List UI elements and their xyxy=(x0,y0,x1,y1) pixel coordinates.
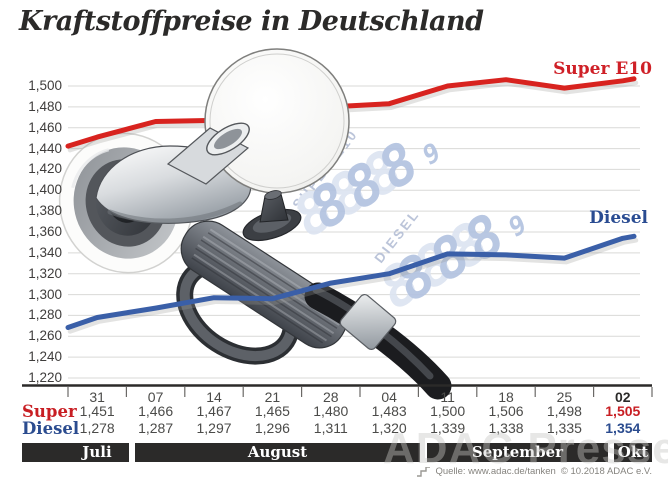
diesel-value-cell: 1,287 xyxy=(138,420,174,436)
date-column-label: 31 xyxy=(89,389,105,405)
super-value-cell: 1,480 xyxy=(313,403,349,419)
date-column-label: 02 xyxy=(615,389,631,405)
super-e10-line-shadow xyxy=(67,80,639,153)
date-column-label: 11 xyxy=(440,389,455,405)
super-e10-line xyxy=(65,76,637,149)
super-value-cell: 1,451 xyxy=(79,403,115,419)
hose-collar xyxy=(339,293,397,351)
super-value-cell: 1,465 xyxy=(254,403,290,419)
y-axis-tick-label: 1,460 xyxy=(28,119,62,135)
date-column-label: 25 xyxy=(556,389,573,405)
source-step-icon xyxy=(417,466,431,477)
y-axis-tick-label: 1,300 xyxy=(28,286,62,302)
date-column-label: 04 xyxy=(381,389,397,405)
super-value-cell: 1,467 xyxy=(196,403,232,419)
diesel-value-cell: 1,297 xyxy=(196,420,232,436)
diesel-value-cell: 1,335 xyxy=(546,420,582,436)
super-value-cell: 1,506 xyxy=(488,403,524,419)
table-row-label-diesel: Diesel xyxy=(22,419,80,438)
y-axis-tick-label: 1,340 xyxy=(28,244,62,260)
diesel-line-shadow xyxy=(67,238,639,334)
nozzle-grip xyxy=(180,220,348,349)
super-value-cell: 1,500 xyxy=(430,403,466,419)
y-axis-tick-label: 1,440 xyxy=(28,140,62,156)
diesel-value-cell: 1,339 xyxy=(430,420,466,436)
y-axis-tick-label: 1,320 xyxy=(28,265,62,281)
y-axis-tick-label: 1,480 xyxy=(28,98,62,114)
watermark-sup-1: 9 xyxy=(419,137,444,173)
y-axis-tick-label: 1,280 xyxy=(28,307,62,323)
fuel-price-chart: SUPER E10 888 888 9 DIESEL 888 888 9 xyxy=(22,48,653,400)
date-column-label: 07 xyxy=(147,389,164,405)
table-row-label-super: Super xyxy=(22,402,77,421)
diesel-line-label: Diesel xyxy=(589,208,648,228)
super-value-cell: 1,498 xyxy=(546,403,582,419)
month-bar-september: September xyxy=(427,443,608,462)
y-axis-tick-label: 1,400 xyxy=(28,182,62,198)
diesel-value-cell: 1,320 xyxy=(371,420,407,436)
y-axis-tick-label: 1,420 xyxy=(28,161,62,177)
date-column-label: 18 xyxy=(498,389,514,405)
date-column-label: 14 xyxy=(206,389,222,405)
month-bar-okt: Okt xyxy=(614,443,652,462)
diesel-value-cell: 1,311 xyxy=(313,420,348,436)
y-axis-tick-label: 1,500 xyxy=(28,78,62,93)
price-sign-disc xyxy=(204,48,350,194)
super-value-cell: 1,505 xyxy=(605,403,641,419)
diesel-value-cell: 1,354 xyxy=(605,420,641,436)
diesel-value-cell: 1,278 xyxy=(79,420,115,436)
y-axis-tick-label: 1,240 xyxy=(28,349,62,365)
y-axis-tick-label: 1,380 xyxy=(28,203,62,219)
y-axis-tick-label: 1,360 xyxy=(28,224,62,239)
page-title: Kraftstoffpreise in Deutschland xyxy=(19,6,484,37)
price-lines xyxy=(65,76,639,334)
date-column-label: 21 xyxy=(264,389,281,405)
nozzle-knob xyxy=(242,190,302,242)
y-axis-tick-label: 1,220 xyxy=(28,370,62,385)
source-copyright: © 10.2018 ADAC e.V. xyxy=(560,466,652,477)
nozzle-spout xyxy=(166,122,250,185)
diesel-line xyxy=(65,233,637,330)
y-axis-tick-label: 1,260 xyxy=(28,328,62,344)
source-line: Quelle: www.adac.de/tanken © 10.2018 ADA… xyxy=(417,466,652,477)
source-text: Quelle: www.adac.de/tanken xyxy=(435,466,556,477)
diesel-value-cell: 1,296 xyxy=(254,420,290,436)
diesel-value-cell: 1,338 xyxy=(488,420,524,436)
month-bar-august: August xyxy=(135,443,420,462)
super-value-cell: 1,466 xyxy=(138,403,174,419)
super-e10-line-label: Super E10 xyxy=(553,59,652,79)
fuel-nozzle-illustration xyxy=(58,132,452,400)
date-column-label: 28 xyxy=(323,389,339,405)
watermark-sup-2: 9 xyxy=(505,209,530,245)
month-bar-juli: Juli xyxy=(22,443,129,462)
super-value-cell: 1,483 xyxy=(371,403,407,419)
x-axis xyxy=(22,384,653,397)
